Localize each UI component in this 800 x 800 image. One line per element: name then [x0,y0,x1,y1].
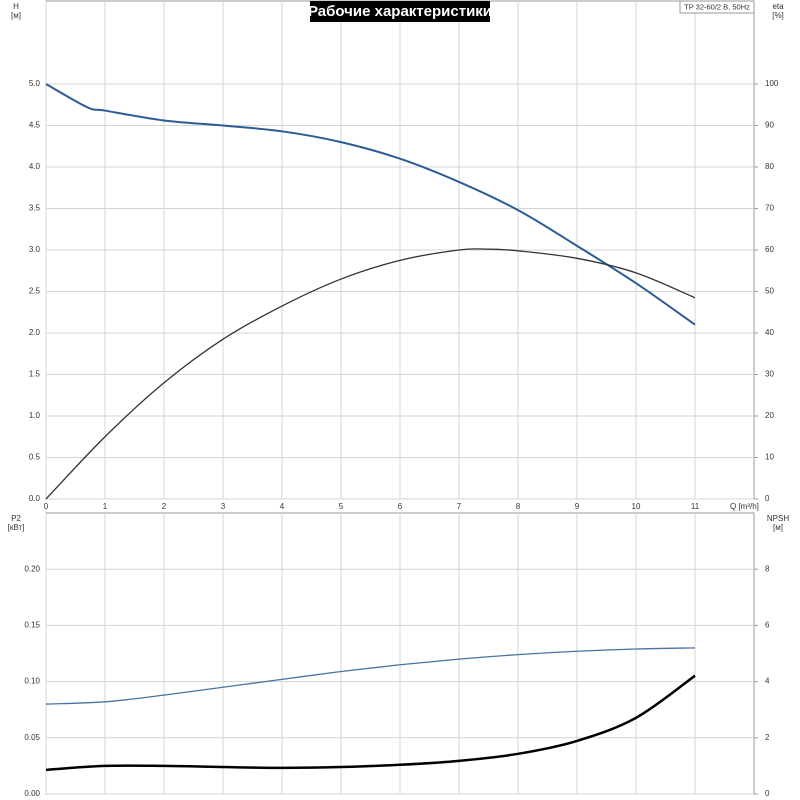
x-tick-label: 9 [575,502,580,511]
x-tick-label: 11 [691,502,700,511]
y2-tick-label: 100 [765,79,779,88]
y2-tick-label: 30 [765,370,774,379]
x-tick-label: 2 [162,502,167,511]
x-tick-label: 5 [339,502,344,511]
y-tick-label: 0.10 [24,677,40,686]
y2-axis-unit: [%] [772,11,784,20]
title-box [310,1,490,22]
x-tick-label: 1 [103,502,108,511]
y-tick-label: 0.20 [24,564,40,573]
x-tick-label: 8 [516,502,521,511]
y2-axis-label: eta [772,2,784,11]
series-line [45,647,696,705]
y2-tick-label: 50 [765,287,774,296]
series-line [45,248,696,500]
y-axis-unit: [кВт] [8,523,25,532]
annotation: TP 32-60/2 B, 50Hz [684,2,750,11]
y2-tick-label: 8 [765,564,770,573]
y-tick-label: 4.0 [29,162,41,171]
y2-tick-label: 60 [765,245,774,254]
x-tick-label: 10 [632,502,641,511]
y2-tick-label: 90 [765,121,774,130]
y-tick-label: 2.0 [29,328,41,337]
y2-axis-unit: [м] [773,523,783,532]
y-axis-label: P2 [11,514,21,523]
y-tick-label: 0.0 [29,494,41,503]
y2-tick-label: 0 [765,494,770,503]
y-axis-unit: [м] [11,11,21,20]
y-tick-label: 4.5 [29,121,41,130]
y2-tick-label: 10 [765,453,774,462]
y-tick-label: 2.5 [29,287,41,296]
y-tick-label: 0.5 [29,453,41,462]
x-tick-label: 6 [398,502,403,511]
x-axis-label: Q [m³/h] [730,502,759,511]
x-tick-label: 0 [44,502,49,511]
y2-tick-label: 40 [765,328,774,337]
x-tick-label: 4 [280,502,285,511]
series-line [45,674,696,772]
y2-tick-label: 70 [765,204,774,213]
series-line [45,83,696,326]
y-axis-label: H [13,2,19,11]
y-tick-label: 0.15 [24,621,40,630]
y2-tick-label: 6 [765,621,770,630]
y2-tick-label: 2 [765,733,770,742]
chart-title: Рабочие характеристики [308,3,492,20]
y-tick-label: 3.0 [29,245,41,254]
y-tick-label: 3.5 [29,204,41,213]
y2-tick-label: 20 [765,411,774,420]
x-tick-label: 3 [221,502,226,511]
y-tick-label: 0.05 [24,733,40,742]
y2-axis-label: NPSH [767,514,789,523]
y-tick-label: 1.0 [29,411,41,420]
y2-tick-label: 0 [765,789,770,798]
y-tick-label: 0.00 [24,789,40,798]
y-tick-label: 5.0 [29,79,41,88]
y-tick-label: 1.5 [29,370,41,379]
y2-tick-label: 80 [765,162,774,171]
y2-tick-label: 4 [765,677,770,686]
annotation-box [679,0,755,14]
x-tick-label: 7 [457,502,462,511]
